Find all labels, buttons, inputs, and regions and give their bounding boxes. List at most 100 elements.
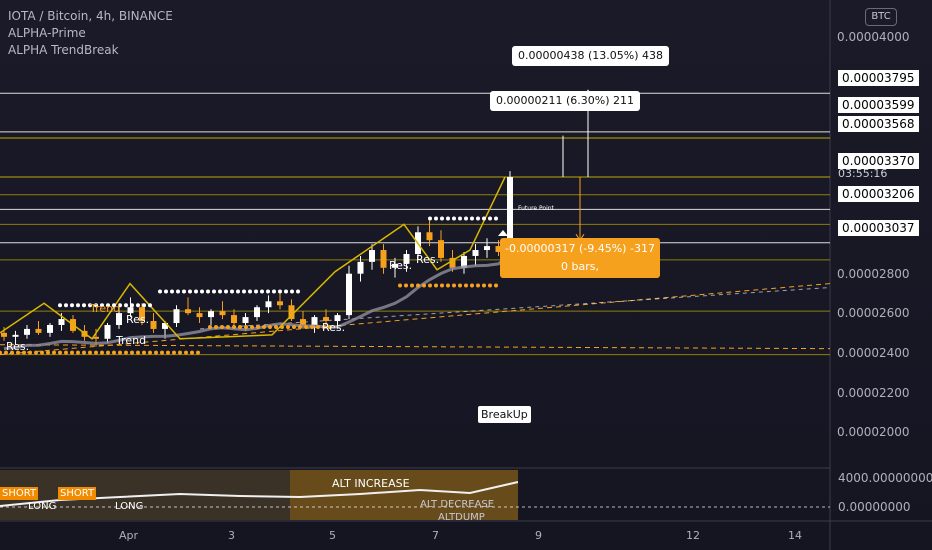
osc-altdump-label: ALTDUMP — [438, 512, 485, 523]
support-dot — [310, 324, 314, 329]
resistance-dot — [464, 216, 468, 221]
resistance-dot — [446, 216, 450, 221]
candle-body — [104, 324, 111, 339]
support-dot — [190, 350, 194, 355]
resistance-dot — [106, 303, 110, 308]
candle-body — [380, 250, 387, 268]
support-dot — [398, 283, 402, 288]
candle-body — [1, 332, 7, 337]
support-dot — [160, 350, 164, 355]
candle-body — [24, 328, 30, 335]
measure-label-lower[interactable]: -0.00000317 (-9.45%) -317 0 bars, — [500, 238, 660, 278]
support-dot — [148, 350, 152, 355]
resistance-dot — [142, 303, 146, 308]
support-dot — [166, 350, 170, 355]
support-dot — [232, 324, 236, 329]
measure-lower-value: -0.00000317 (-9.45%) -317 — [505, 242, 655, 255]
candle-body — [369, 250, 375, 262]
resistance-dot — [100, 303, 104, 308]
res-label: Res. — [322, 321, 346, 334]
support-dot — [64, 350, 68, 355]
candle-body — [323, 317, 329, 322]
support-dot — [410, 283, 414, 288]
support-dot — [452, 283, 456, 288]
support-dot — [494, 283, 498, 288]
future-point-label: Future Point — [518, 205, 554, 212]
candle-body — [47, 324, 53, 333]
resistance-dot — [194, 289, 198, 294]
candle-body — [277, 301, 283, 306]
support-dot — [178, 350, 182, 355]
trend-label: Trend — [116, 334, 147, 347]
resistance-dot — [124, 303, 128, 308]
res-label: Res. — [126, 313, 150, 326]
candle-body — [438, 240, 444, 258]
support-dot — [34, 350, 38, 355]
resistance-dot — [58, 303, 62, 308]
support-dot — [100, 350, 104, 355]
candle-body — [231, 315, 237, 324]
candle-body — [196, 313, 203, 318]
support-dot — [428, 283, 432, 288]
res-label: Res. — [416, 253, 440, 266]
price-tick: 0.00004000 — [837, 30, 910, 44]
resistance-dot — [158, 289, 162, 294]
osc-tick: 0.00000000 — [838, 500, 911, 514]
support-dot — [286, 324, 290, 329]
indicator-alpha-trendbreak[interactable]: ALPHA TrendBreak — [8, 43, 119, 57]
candle-body — [403, 253, 410, 264]
support-dot — [70, 350, 74, 355]
support-dot — [244, 324, 248, 329]
symbol-title[interactable]: IOTA / Bitcoin, 4h, BINANCE — [8, 9, 173, 23]
time-tick: Apr — [119, 529, 139, 542]
candle-body — [12, 334, 19, 337]
price-level-tag: 0.00003206 — [838, 186, 919, 202]
resistance-dot — [284, 289, 288, 294]
resistance-dot — [260, 289, 264, 294]
measure-label-middle[interactable]: 0.00000211 (6.30%) 211 — [490, 91, 640, 111]
indicator-alpha-prime[interactable]: ALPHA-Prime — [8, 26, 86, 40]
candle-body — [392, 263, 398, 268]
support-dot — [476, 283, 480, 288]
candle-body — [127, 307, 134, 314]
measure-label-upper[interactable]: 0.00000438 (13.05%) 438 — [512, 46, 669, 66]
support-dot — [482, 283, 486, 288]
support-dot — [58, 350, 62, 355]
support-dot — [404, 283, 408, 288]
resistance-dot — [236, 289, 240, 294]
candle-body — [311, 317, 318, 325]
time-tick: 12 — [686, 529, 700, 542]
support-dot — [464, 283, 468, 288]
resistance-dot — [266, 289, 270, 294]
support-dot — [220, 324, 224, 329]
candle-countdown: 03:55:16 — [838, 167, 888, 180]
resistance-dot — [88, 303, 92, 308]
support-dot — [154, 350, 158, 355]
support-dot — [10, 350, 14, 355]
candle-body — [162, 323, 168, 329]
support-dot — [298, 324, 302, 329]
resistance-dot — [118, 303, 122, 308]
support-dot — [316, 324, 320, 329]
moving-average — [3, 253, 511, 351]
price-level-tag: 0.00003037 — [838, 220, 919, 236]
support-dot — [16, 350, 20, 355]
candle-body — [219, 311, 226, 316]
price-tick: 0.00002800 — [837, 267, 910, 281]
support-dot — [142, 350, 146, 355]
candle-body — [495, 246, 502, 252]
resistance-dot — [212, 289, 216, 294]
currency-badge[interactable]: BTC — [865, 8, 897, 26]
support-dot — [196, 350, 200, 355]
support-dot — [422, 283, 426, 288]
support-dot — [470, 283, 474, 288]
resistance-dot — [476, 216, 480, 221]
time-tick: 3 — [228, 529, 235, 542]
support-dot — [214, 324, 218, 329]
price-level-tag: 0.00003568 — [838, 116, 919, 132]
trend-line-dashed — [0, 283, 831, 356]
resistance-dot — [200, 289, 204, 294]
resistance-dot — [290, 289, 294, 294]
resistance-dot — [206, 289, 210, 294]
